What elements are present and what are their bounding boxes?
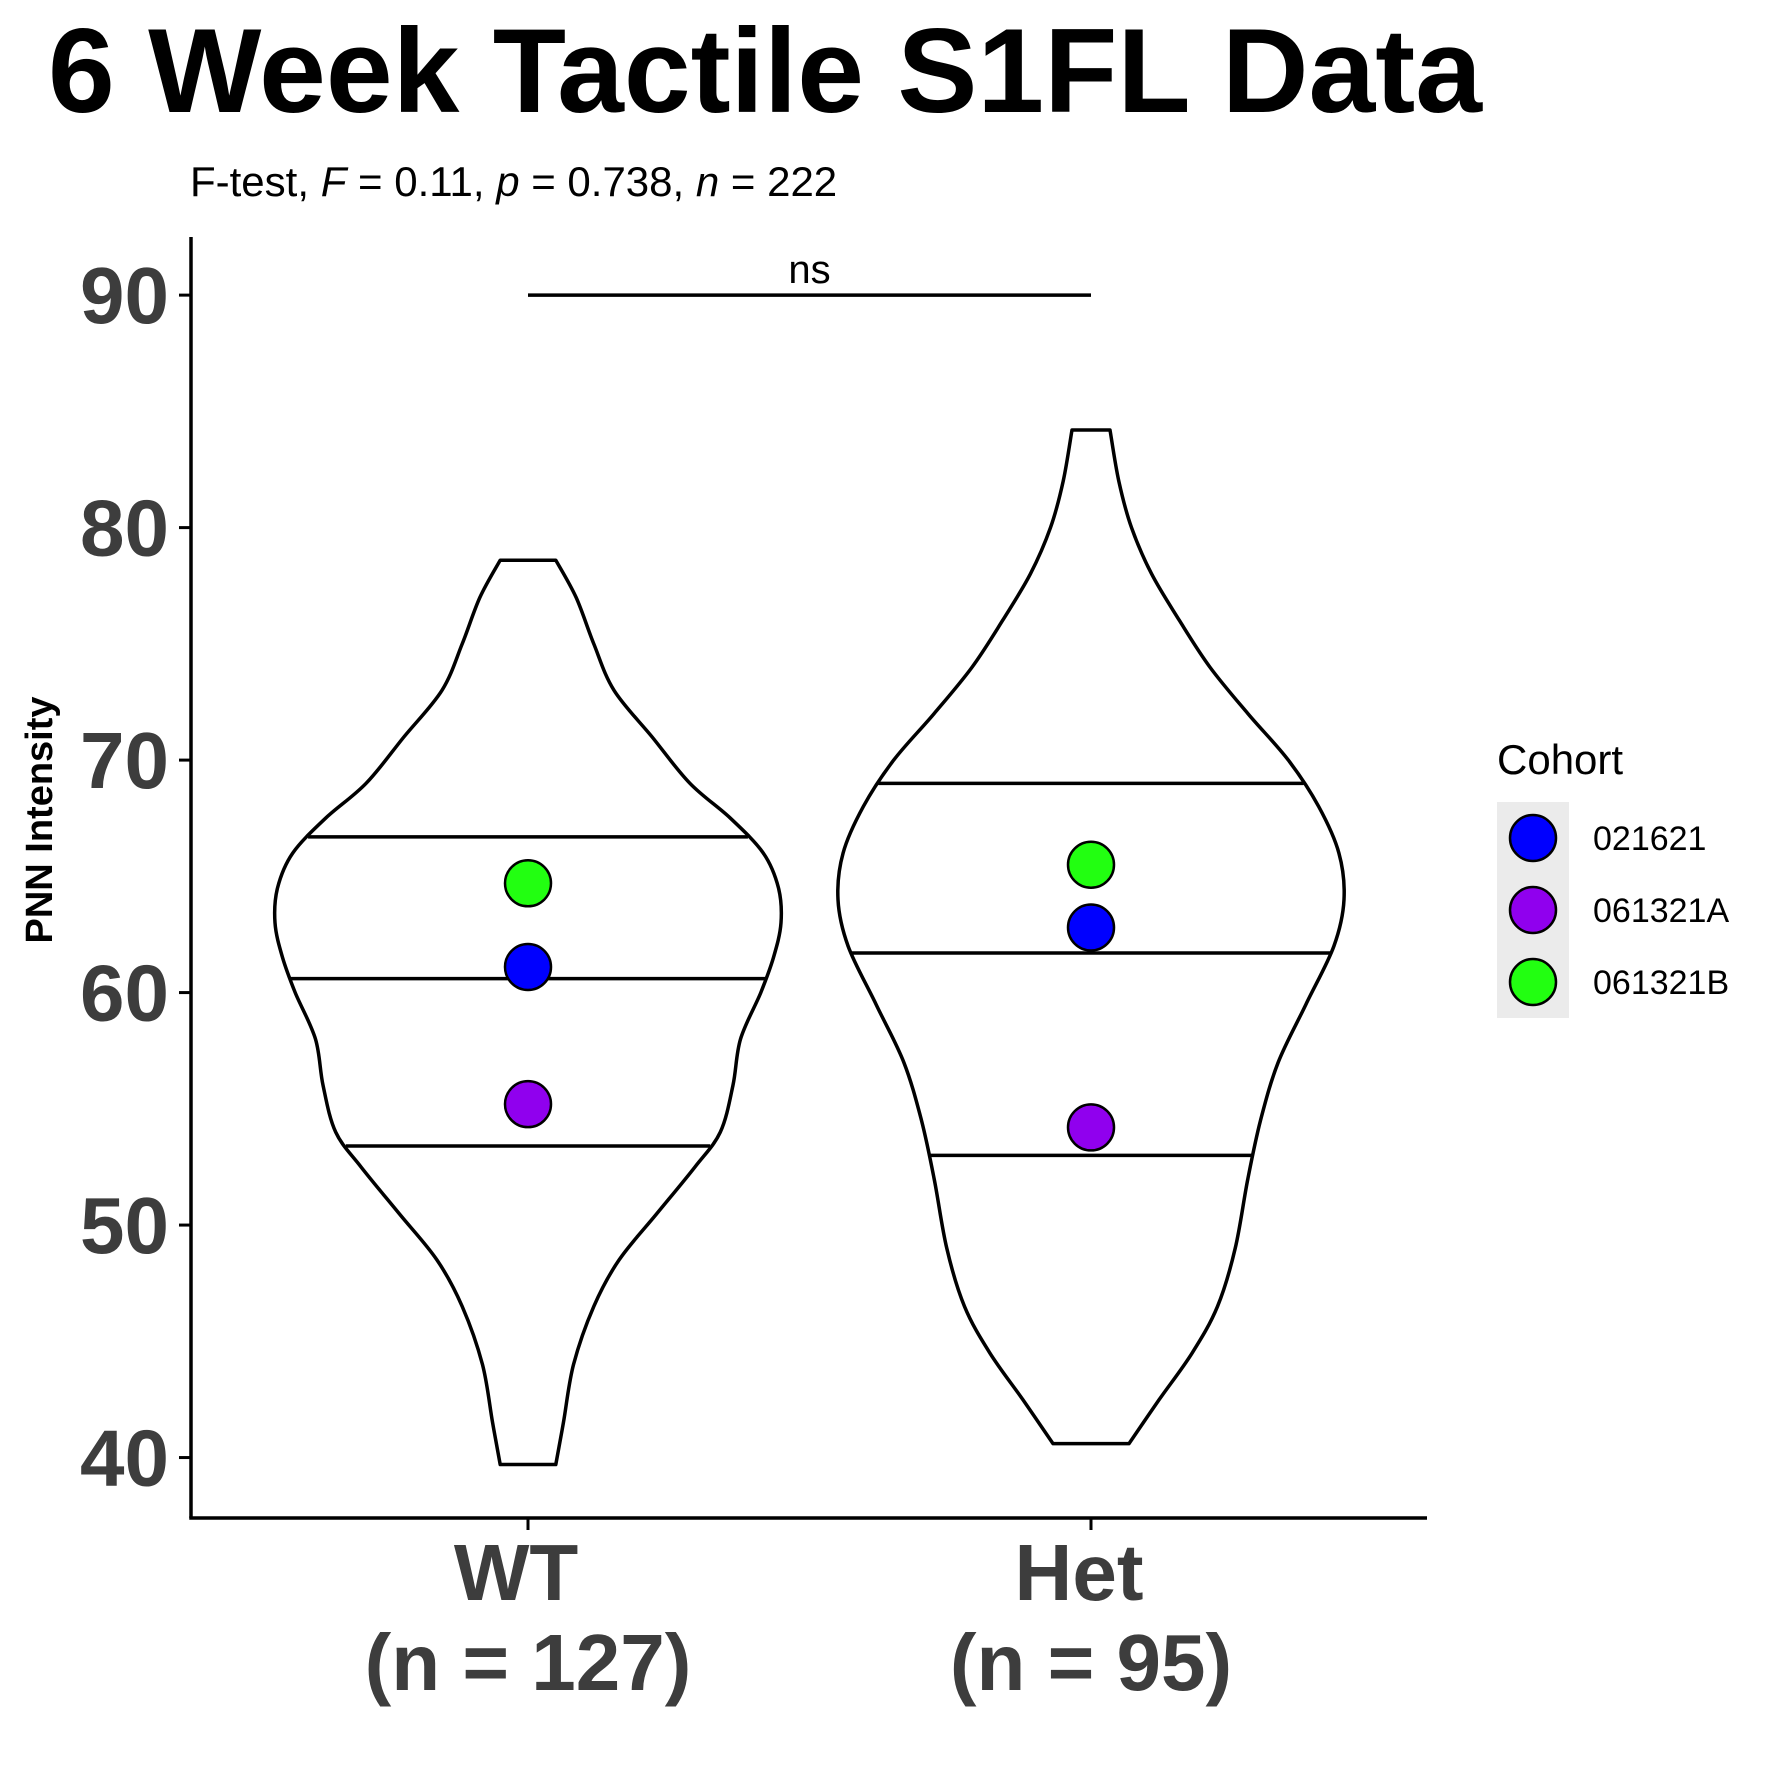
y-tick-label-90: 90 [80,251,169,340]
cohort-point-wt-021621 [503,942,553,992]
y-axis-label: PNN Intensity [19,696,61,943]
x-tick-n-label-wt: (n = 127) [365,1618,692,1707]
cohort-point-het-021621 [1066,903,1116,952]
subtitle-n-symbol: n [696,158,719,205]
cohort-point-het-061321a [1066,1103,1116,1152]
cohort-point-wt-061321b [503,859,553,908]
legend-key-021621 [1508,813,1558,863]
subtitle-f-value: = 0.11, [346,158,496,205]
significance-layer: ns [528,248,1091,297]
violins-layer [272,428,1346,1467]
legend-key-061321a [1508,885,1558,935]
significance-label: ns [788,248,830,292]
y-tick-label-80: 80 [80,484,169,573]
legend-label-061321a: 061321A [1593,892,1729,930]
violin-wt [272,558,784,1467]
y-tick-label-40: 40 [80,1414,169,1503]
subtitle-p-symbol: p [494,158,519,205]
axes-layer: WT(n = 127) Het(n = 95) 40 50 60 70 80 90 [80,237,1427,1707]
chart-title: 6 Week Tactile S1FL Data [48,4,1483,138]
cohort-point-wt-061321a [503,1079,553,1129]
y-tick-label-70: 70 [80,716,169,805]
y-tick-label-50: 50 [80,1181,169,1270]
y-tick-label-60: 60 [80,949,169,1038]
x-tick-n-label-het: (n = 95) [950,1618,1232,1707]
x-tick-label-wt: WT [454,1528,579,1617]
chart-subtitle: F-test, F = 0.11, p = 0.738, n = 222 [190,158,837,205]
subtitle-f-symbol: F [321,158,349,205]
subtitle-test: F-test, [190,158,321,205]
subtitle-n-value: = 222 [719,158,837,205]
legend-label-021621: 021621 [1593,820,1706,858]
legend-title: Cohort [1497,736,1623,783]
legend-label-061321b: 061321B [1593,964,1729,1002]
x-tick-label-het: Het [1015,1528,1144,1617]
legend: Cohort 021621 061321A 061321B [1497,736,1729,1018]
legend-key-061321b [1508,957,1558,1007]
cohort-points-layer [503,840,1116,1152]
subtitle-p-value: = 0.738, [520,158,696,205]
cohort-point-het-061321b [1066,840,1116,889]
